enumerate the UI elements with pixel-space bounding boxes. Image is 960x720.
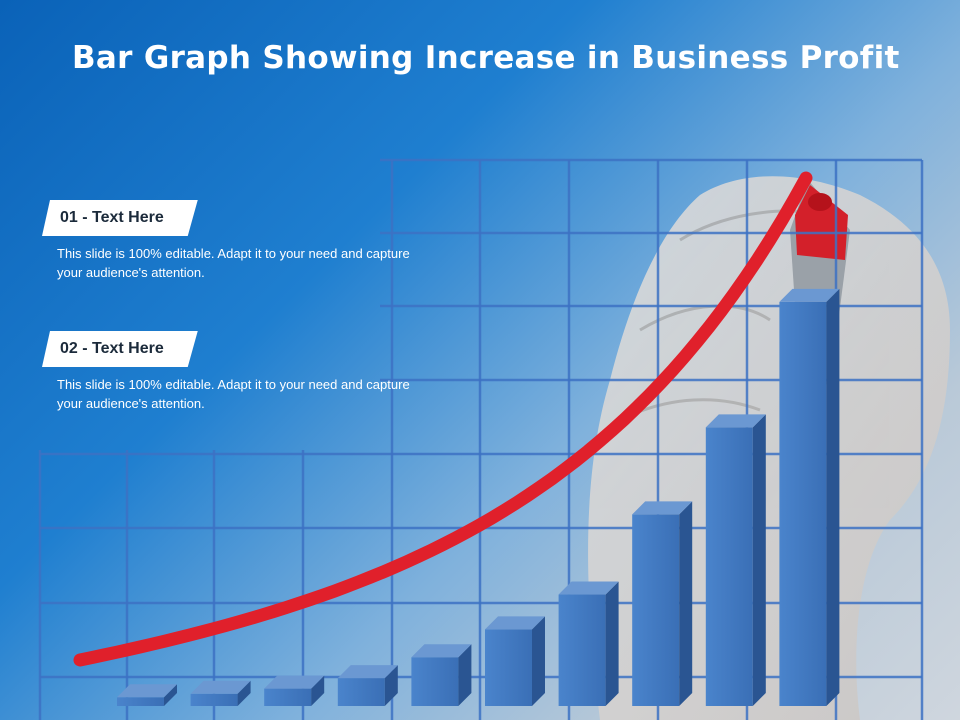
bar-side-6	[532, 616, 545, 706]
trend-line	[73, 171, 813, 667]
bar-side-5	[458, 644, 472, 706]
bar-side-4	[384, 665, 398, 706]
bar-front-5	[411, 657, 459, 706]
bar-10	[779, 288, 840, 706]
item-label-2: 02 - Text Here	[42, 331, 198, 367]
bar-4	[337, 665, 398, 706]
bar-front-3	[264, 688, 312, 706]
bar-top-7	[558, 581, 619, 595]
bar-top-1	[117, 684, 177, 698]
item-label-1: 01 - Text Here	[42, 200, 198, 236]
bar-front-1	[117, 697, 164, 706]
item-description-1: This slide is 100% editable. Adapt it to…	[57, 246, 410, 280]
bar-3	[264, 675, 325, 706]
bar-top-10	[779, 288, 840, 302]
bar-6	[485, 616, 545, 706]
bar-front-2	[190, 693, 238, 706]
bar-top-4	[337, 665, 398, 679]
bar-2	[190, 680, 251, 706]
bar-side-9	[752, 414, 766, 706]
bar-front-4	[337, 678, 385, 706]
page-title: Bar Graph Showing Increase in Business P…	[72, 40, 900, 76]
bar-5	[411, 644, 472, 706]
bar-top-6	[485, 616, 545, 630]
bar-side-8	[679, 501, 693, 706]
bar-side-3	[311, 675, 325, 706]
bar-8	[632, 501, 693, 706]
bar-9	[705, 414, 766, 706]
bar-front-7	[558, 594, 606, 706]
bar-side-2	[237, 680, 251, 706]
bar-side-1	[164, 684, 177, 706]
item-description-2: This slide is 100% editable. Adapt it to…	[57, 377, 410, 411]
bar-top-3	[264, 675, 325, 689]
bar-1	[117, 684, 177, 706]
chart-grid	[38, 158, 924, 720]
chart-bars	[117, 288, 840, 706]
bar-front-8	[632, 514, 680, 706]
bar-front-10	[779, 301, 827, 706]
bar-7	[558, 581, 619, 706]
bar-top-2	[190, 680, 251, 694]
bar-side-10	[826, 288, 840, 706]
bar-front-9	[705, 427, 753, 706]
bar-front-6	[485, 629, 532, 706]
bar-top-5	[411, 644, 472, 658]
bar-side-7	[605, 581, 619, 706]
bar-top-8	[632, 501, 693, 515]
text-item-2: 02 - Text Here This slide is 100% editab…	[42, 331, 422, 413]
text-item-1: 01 - Text Here This slide is 100% editab…	[42, 200, 422, 282]
bar-top-9	[705, 414, 766, 428]
